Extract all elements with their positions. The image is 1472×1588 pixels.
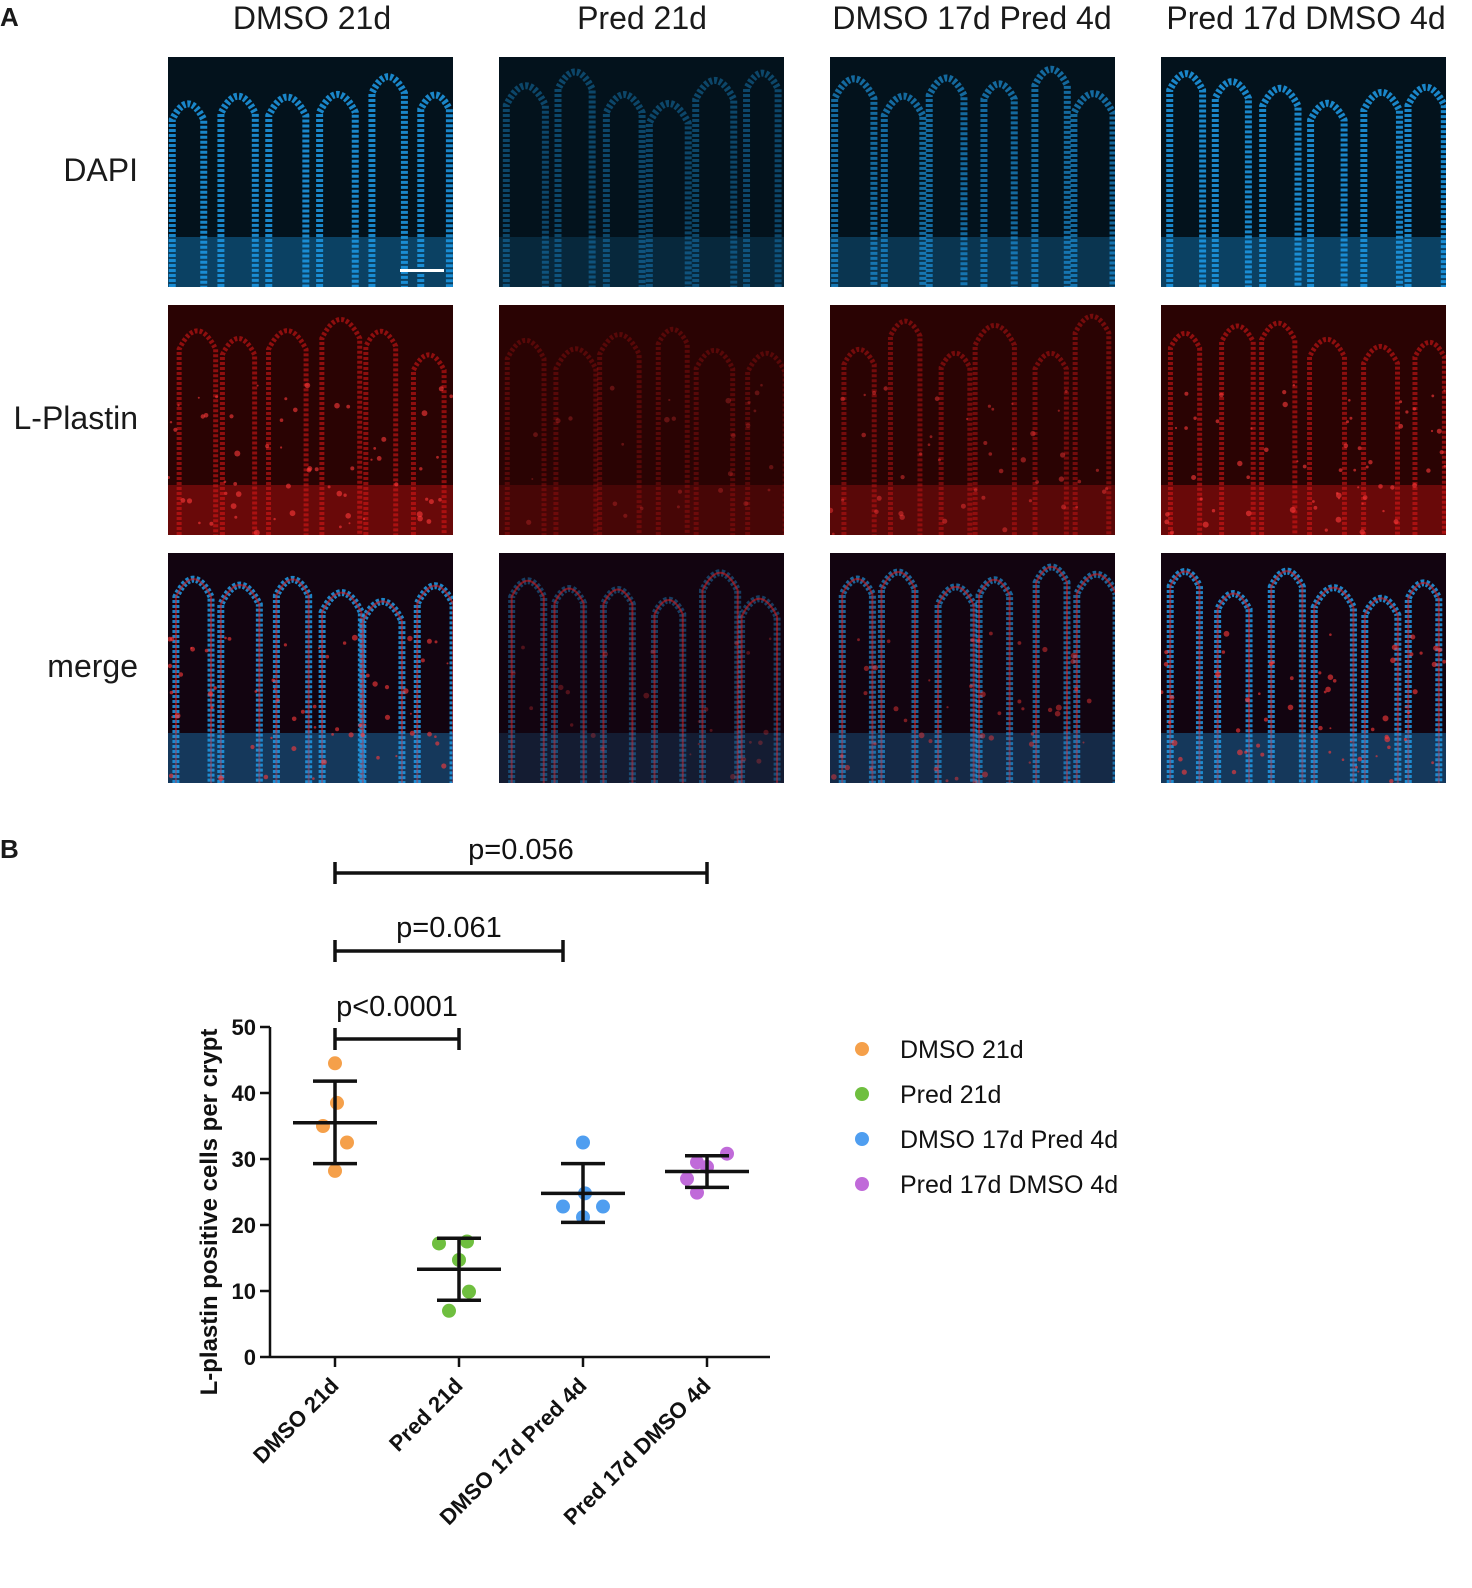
- legend-marker: [855, 1087, 869, 1101]
- legend-label: Pred 17d DMSO 4d: [900, 1171, 1118, 1199]
- data-point: [720, 1146, 734, 1161]
- micrograph-lplastin-pred17dmso4: [1161, 305, 1446, 535]
- row-label-merge: merge: [47, 648, 138, 684]
- x-tick-label: Pred 21d: [384, 1373, 467, 1456]
- micrograph-lplastin-dmso17pred4: [830, 305, 1115, 535]
- row-label-lplastin: L-Plastin: [13, 400, 139, 436]
- micrograph-lplastin-pred21: [499, 305, 784, 535]
- data-point: [556, 1199, 570, 1214]
- row-label-dapi: DAPI: [63, 152, 138, 188]
- data-point: [462, 1284, 476, 1299]
- y-tick-label: 40: [232, 1081, 256, 1106]
- data-point: [690, 1185, 704, 1200]
- micrograph-merge-dmso21: [168, 553, 453, 783]
- panel-b-letter: B: [0, 834, 19, 864]
- y-tick-label: 10: [232, 1279, 256, 1304]
- micrograph-merge-pred21: [499, 553, 784, 783]
- data-point: [330, 1095, 344, 1110]
- data-point: [432, 1236, 446, 1251]
- data-point: [328, 1056, 342, 1071]
- y-tick-label: 30: [232, 1147, 256, 1172]
- micrograph-dapi-dmso17pred4: [830, 57, 1115, 287]
- x-tick-label: DMSO 21d: [248, 1373, 343, 1468]
- column-label-pred-21d: Pred 21d: [577, 0, 707, 36]
- y-tick-label: 50: [232, 1015, 256, 1040]
- y-axis-label: L-plastin positive cells per crypt: [196, 1029, 223, 1396]
- micrograph-merge-dmso17pred4: [830, 553, 1115, 783]
- y-tick-label: 0: [244, 1345, 256, 1370]
- legend-marker: [855, 1177, 869, 1191]
- p-value-label: p=0.056: [468, 834, 574, 866]
- data-point: [340, 1135, 354, 1150]
- column-label-dmso17-pred4: DMSO 17d Pred 4d: [832, 0, 1112, 36]
- legend-label: DMSO 17d Pred 4d: [900, 1126, 1118, 1154]
- scatter-chart: 0 10 20 30 40 50 L-plastin positive cells per …: [196, 834, 1118, 1530]
- legend-label: DMSO 21d: [900, 1036, 1024, 1064]
- panel-a-letter: A: [0, 2, 19, 32]
- legend-label: Pred 21d: [900, 1081, 1001, 1109]
- micrograph-dapi-dmso21: [168, 57, 453, 287]
- data-point: [328, 1163, 342, 1178]
- y-tick-label: 20: [232, 1213, 256, 1238]
- p-value-label: p<0.0001: [336, 991, 458, 1023]
- legend-marker: [855, 1132, 869, 1146]
- micrograph-dapi-pred17dmso4: [1161, 57, 1446, 287]
- micrograph-lplastin-dmso21: [168, 305, 453, 535]
- legend-marker: [855, 1042, 869, 1056]
- scale-bar: [400, 269, 444, 272]
- data-point: [442, 1303, 456, 1318]
- data-point: [576, 1135, 590, 1150]
- data-point: [680, 1171, 694, 1186]
- column-label-dmso-21d: DMSO 21d: [232, 0, 392, 36]
- data-point: [596, 1199, 610, 1214]
- column-label-pred17-dmso4: Pred 17d DMSO 4d: [1166, 0, 1446, 36]
- micrograph-dapi-pred21: [499, 57, 784, 287]
- p-value-label: p=0.061: [396, 912, 502, 944]
- micrograph-merge-pred17dmso4: [1161, 553, 1446, 783]
